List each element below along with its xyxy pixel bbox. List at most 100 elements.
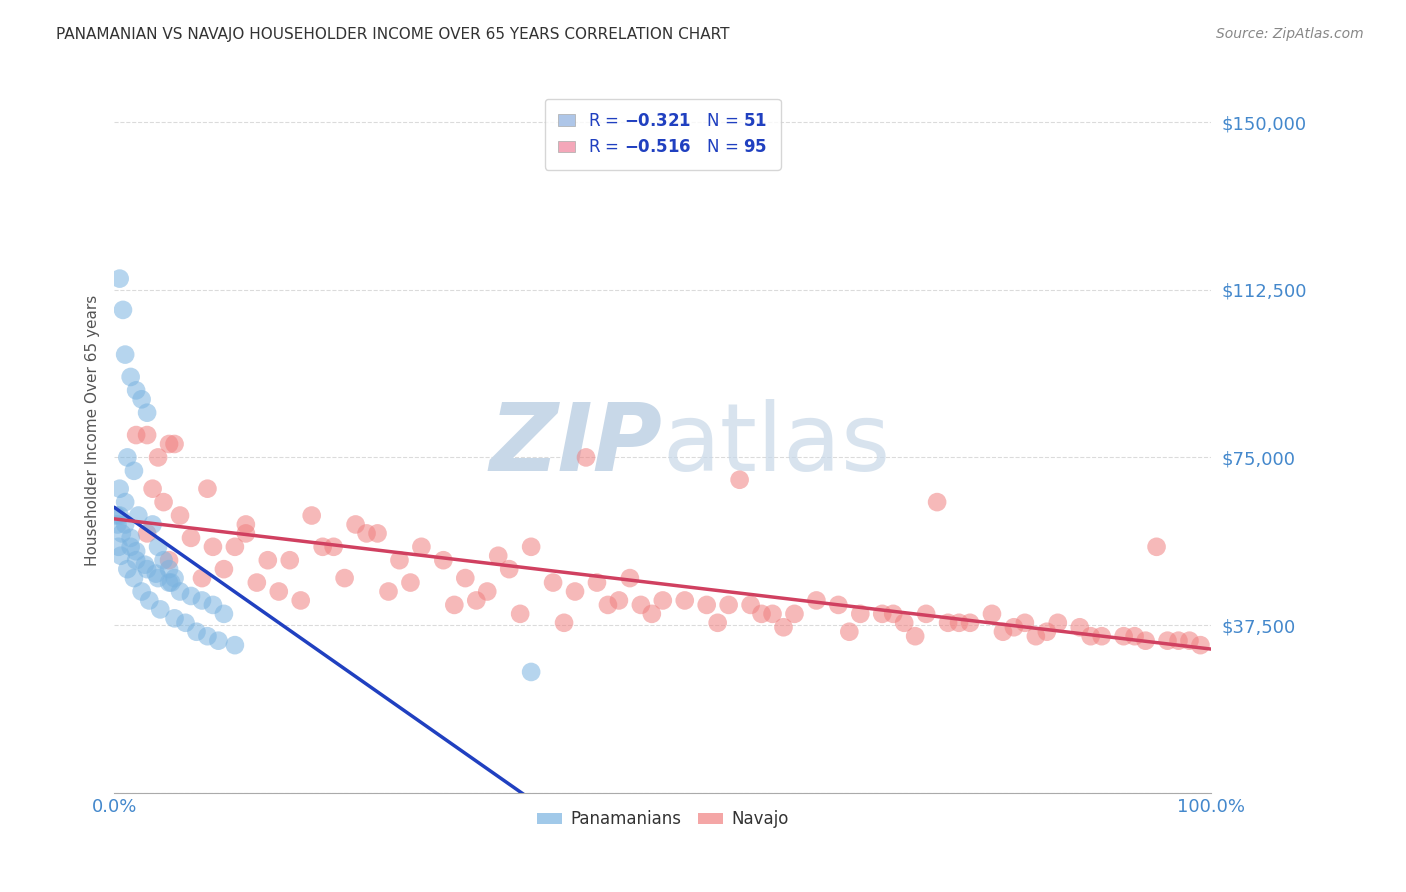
Point bbox=[117, 562, 139, 576]
Point bbox=[301, 508, 323, 523]
Point bbox=[235, 526, 257, 541]
Point bbox=[120, 370, 142, 384]
Point bbox=[146, 450, 169, 465]
Point bbox=[948, 615, 970, 630]
Point bbox=[142, 517, 165, 532]
Point bbox=[1002, 620, 1025, 634]
Point bbox=[107, 517, 129, 532]
Point bbox=[399, 575, 422, 590]
Point bbox=[1025, 629, 1047, 643]
Point bbox=[201, 540, 224, 554]
Point bbox=[105, 508, 128, 523]
Point bbox=[443, 598, 465, 612]
Point bbox=[333, 571, 356, 585]
Point bbox=[146, 571, 169, 585]
Point bbox=[454, 571, 477, 585]
Point bbox=[893, 615, 915, 630]
Point bbox=[322, 540, 344, 554]
Point bbox=[367, 526, 389, 541]
Point bbox=[169, 584, 191, 599]
Point bbox=[235, 517, 257, 532]
Point bbox=[152, 553, 174, 567]
Point bbox=[1123, 629, 1146, 643]
Point bbox=[110, 549, 132, 563]
Point bbox=[553, 615, 575, 630]
Point bbox=[125, 384, 148, 398]
Point bbox=[673, 593, 696, 607]
Point bbox=[311, 540, 333, 554]
Point bbox=[717, 598, 740, 612]
Point bbox=[1112, 629, 1135, 643]
Point bbox=[377, 584, 399, 599]
Point bbox=[180, 531, 202, 545]
Point bbox=[149, 602, 172, 616]
Point bbox=[145, 566, 167, 581]
Point bbox=[146, 540, 169, 554]
Point bbox=[465, 593, 488, 607]
Point bbox=[160, 575, 183, 590]
Point bbox=[356, 526, 378, 541]
Point bbox=[728, 473, 751, 487]
Text: PANAMANIAN VS NAVAJO HOUSEHOLDER INCOME OVER 65 YEARS CORRELATION CHART: PANAMANIAN VS NAVAJO HOUSEHOLDER INCOME … bbox=[56, 27, 730, 42]
Point bbox=[180, 589, 202, 603]
Point bbox=[936, 615, 959, 630]
Point bbox=[122, 464, 145, 478]
Point bbox=[108, 508, 131, 523]
Point bbox=[136, 562, 159, 576]
Point bbox=[838, 624, 860, 639]
Point bbox=[290, 593, 312, 607]
Point bbox=[751, 607, 773, 621]
Point bbox=[959, 615, 981, 630]
Point bbox=[432, 553, 454, 567]
Point bbox=[641, 607, 664, 621]
Point bbox=[197, 482, 219, 496]
Point bbox=[870, 607, 893, 621]
Point bbox=[564, 584, 586, 599]
Text: atlas: atlas bbox=[662, 399, 891, 491]
Point bbox=[761, 607, 783, 621]
Point bbox=[169, 508, 191, 523]
Point bbox=[114, 495, 136, 509]
Point bbox=[201, 598, 224, 612]
Point bbox=[619, 571, 641, 585]
Point bbox=[138, 593, 160, 607]
Point bbox=[1046, 615, 1069, 630]
Point bbox=[849, 607, 872, 621]
Point bbox=[651, 593, 673, 607]
Point bbox=[191, 571, 214, 585]
Point bbox=[163, 611, 186, 625]
Point bbox=[596, 598, 619, 612]
Point bbox=[1069, 620, 1091, 634]
Point bbox=[344, 517, 367, 532]
Point bbox=[157, 575, 180, 590]
Point bbox=[256, 553, 278, 567]
Point bbox=[111, 526, 134, 541]
Point bbox=[575, 450, 598, 465]
Point bbox=[157, 562, 180, 576]
Point bbox=[783, 607, 806, 621]
Point bbox=[224, 638, 246, 652]
Point bbox=[191, 593, 214, 607]
Point bbox=[991, 624, 1014, 639]
Point bbox=[117, 450, 139, 465]
Point bbox=[541, 575, 564, 590]
Point bbox=[108, 482, 131, 496]
Point bbox=[111, 302, 134, 317]
Point bbox=[157, 437, 180, 451]
Point bbox=[157, 553, 180, 567]
Point bbox=[125, 428, 148, 442]
Point bbox=[1080, 629, 1102, 643]
Point bbox=[706, 615, 728, 630]
Point bbox=[174, 615, 197, 630]
Point bbox=[1167, 633, 1189, 648]
Point bbox=[607, 593, 630, 607]
Point bbox=[630, 598, 652, 612]
Point bbox=[388, 553, 411, 567]
Point bbox=[136, 526, 159, 541]
Point bbox=[114, 517, 136, 532]
Point bbox=[152, 495, 174, 509]
Point bbox=[131, 584, 153, 599]
Point bbox=[142, 482, 165, 496]
Point bbox=[1156, 633, 1178, 648]
Point bbox=[120, 531, 142, 545]
